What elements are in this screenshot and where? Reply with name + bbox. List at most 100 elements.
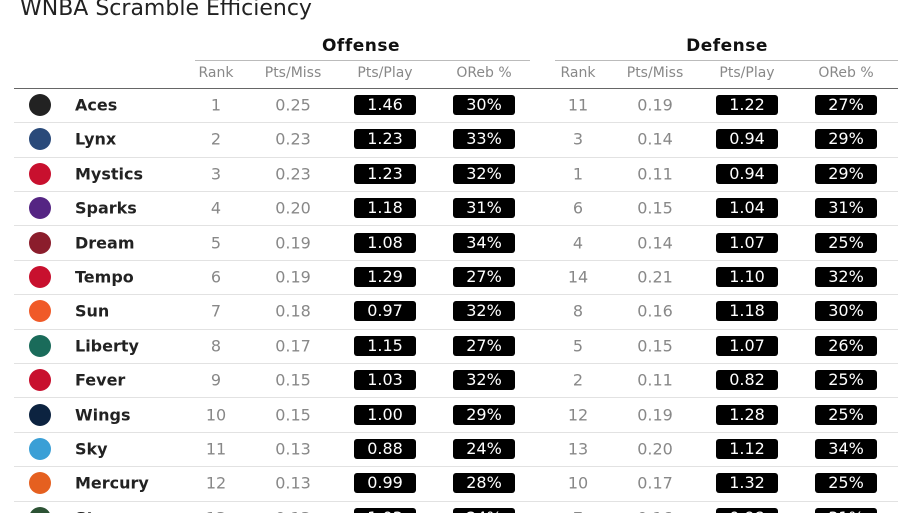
- value-cell: 31%: [815, 507, 877, 513]
- value-cell: 1.00: [354, 404, 416, 425]
- rank-cell: 8: [572, 301, 584, 321]
- rank-cell: 5: [572, 336, 584, 356]
- team-logo: [29, 334, 51, 357]
- rank-cell: 11: [205, 439, 227, 459]
- row-separator: [14, 294, 898, 296]
- oreb-cell: 0.20: [275, 198, 311, 218]
- value-cell: 34%: [453, 232, 515, 253]
- value-cell: 27%: [453, 335, 515, 356]
- team-name: Storm: [75, 508, 130, 513]
- oreb-cell: 0.13: [275, 439, 311, 459]
- value-cell: 1.03: [354, 370, 416, 391]
- group-underline: [195, 60, 530, 61]
- row-separator: [14, 500, 898, 502]
- value-cell: 25%: [815, 232, 877, 253]
- value-cell: 0.99: [354, 473, 416, 494]
- value-cell: 1.18: [354, 198, 416, 219]
- rank-cell: 3: [572, 129, 584, 149]
- oreb-cell: 0.11: [637, 164, 673, 184]
- value-cell: 31%: [815, 198, 877, 219]
- rank-cell: 10: [567, 473, 589, 493]
- rank-cell: 6: [572, 198, 584, 218]
- team-logo: [29, 506, 51, 513]
- team-name: Wings: [75, 405, 131, 425]
- rank-cell: 13: [206, 508, 226, 513]
- team-logo: [29, 300, 51, 323]
- value-cell: 0.88: [354, 439, 416, 459]
- team-logo: [29, 403, 51, 426]
- rank-cell: 13: [567, 439, 589, 459]
- column-header: Pts/Miss: [626, 65, 684, 81]
- row-separator: [14, 259, 898, 261]
- rank-cell: 3: [210, 164, 222, 184]
- value-cell: 1.08: [354, 232, 416, 253]
- value-cell: 0.82: [716, 370, 778, 391]
- rank-cell: 1: [210, 95, 222, 115]
- value-cell: 32%: [453, 370, 515, 391]
- rank-cell: 6: [210, 267, 222, 287]
- team-name: Lynx: [75, 129, 117, 149]
- value-cell: 30%: [453, 95, 515, 115]
- oreb-cell: 0.11: [637, 370, 673, 390]
- team-logo: [29, 162, 51, 185]
- rank-cell: 4: [572, 233, 584, 253]
- oreb-cell: 0.14: [637, 233, 673, 253]
- oreb-cell: 0.19: [637, 95, 673, 115]
- value-cell: 29%: [815, 129, 877, 150]
- value-cell: 27%: [453, 267, 515, 287]
- value-cell: 1.46: [354, 95, 416, 115]
- team-logo: [29, 472, 51, 495]
- team-logo: [29, 197, 51, 220]
- oreb-cell: 0.18: [275, 301, 311, 321]
- team-logo: [29, 94, 51, 116]
- team-name: Fever: [75, 370, 126, 390]
- rank-cell: 2: [572, 370, 584, 390]
- row-separator: [14, 328, 898, 330]
- column-header: Pts/Play: [719, 65, 775, 81]
- team-logo: [29, 231, 51, 254]
- rank-cell: 12: [567, 405, 589, 425]
- team-logo: [29, 369, 51, 392]
- value-cell: 27%: [815, 95, 877, 115]
- value-cell: 25%: [815, 473, 877, 494]
- rank-cell: 9: [210, 370, 222, 390]
- row-separator: [14, 431, 898, 433]
- group-underline: [555, 60, 898, 61]
- value-cell: 25%: [815, 404, 877, 425]
- team-logo: [29, 438, 51, 460]
- rank-cell: 7: [210, 301, 222, 321]
- oreb-cell: 0.19: [275, 233, 311, 253]
- value-cell: 1.04: [716, 198, 778, 219]
- value-cell: 0.97: [354, 301, 416, 322]
- rank-cell: 1: [572, 164, 584, 184]
- value-cell: 26%: [815, 335, 877, 356]
- team-name: Mystics: [75, 164, 144, 184]
- value-cell: 25%: [815, 370, 877, 391]
- oreb-cell: 0.15: [275, 370, 311, 390]
- column-header: Rank: [560, 65, 596, 81]
- value-cell: 29%: [815, 163, 877, 184]
- rank-cell: 10: [205, 405, 227, 425]
- rank-cell: 8: [210, 336, 222, 356]
- oreb-cell: 0.15: [637, 198, 673, 218]
- value-cell: 34%: [815, 439, 877, 459]
- value-cell: 1.18: [716, 301, 778, 322]
- team-name: Aces: [75, 95, 118, 115]
- value-cell: 1.07: [716, 335, 778, 356]
- value-cell: 1.32: [716, 473, 778, 494]
- oreb-cell: 0.19: [275, 267, 311, 287]
- team-name: Liberty: [75, 336, 139, 356]
- oreb-cell: 0.13: [275, 473, 311, 493]
- team-name: Sparks: [75, 198, 137, 218]
- team-logo: [29, 266, 51, 288]
- column-header: OReb %: [818, 65, 874, 81]
- row-separator: [14, 466, 898, 468]
- row-separator: [14, 156, 898, 158]
- value-cell: 32%: [453, 301, 515, 322]
- value-cell: 1.07: [716, 232, 778, 253]
- value-cell: 32%: [815, 267, 877, 287]
- column-header: Rank: [198, 65, 234, 81]
- value-cell: 1.15: [354, 335, 416, 356]
- row-separator: [14, 122, 898, 124]
- oreb-cell: 0.13: [275, 508, 311, 513]
